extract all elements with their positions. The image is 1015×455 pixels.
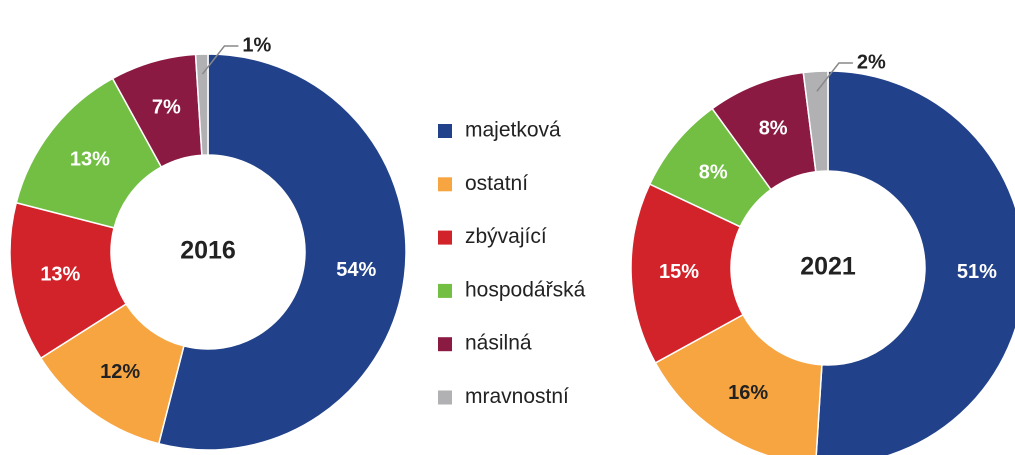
legend-swatch [438,177,452,192]
data-label: 51% [957,261,997,283]
data-label: 8% [759,118,788,140]
data-label: 12% [100,361,140,383]
legend-label: násilná [465,332,532,355]
data-label: 8% [699,161,728,183]
legend-label: zbývající [465,225,547,248]
legend-label: ostatní [465,172,528,195]
donut-slice [815,70,1015,455]
legend-swatch [438,283,452,298]
data-label: 16% [728,382,768,404]
data-label: 13% [40,264,80,286]
data-label: 15% [659,261,699,283]
chart-title: 2021 [800,253,856,281]
leader-line [201,45,239,75]
legend-swatch [438,124,452,138]
leader-line [816,62,853,92]
data-label: 13% [70,149,110,171]
donut-slice [802,70,829,173]
donut-slice [654,313,823,455]
donut-slice [157,53,407,451]
legend-swatch [438,390,452,405]
data-label: 1% [242,34,271,56]
legend-swatch [438,230,452,245]
chart-title: 2016 [180,237,236,265]
data-label: 2% [857,51,886,73]
data-label: 7% [152,97,181,119]
data-label: 54% [336,259,376,281]
donut-slice [194,53,209,156]
legend-label: majetková [465,119,561,142]
legend-label: hospodářská [465,278,586,301]
legend-label: mravnostní [465,385,569,408]
legend-swatch [438,337,452,352]
